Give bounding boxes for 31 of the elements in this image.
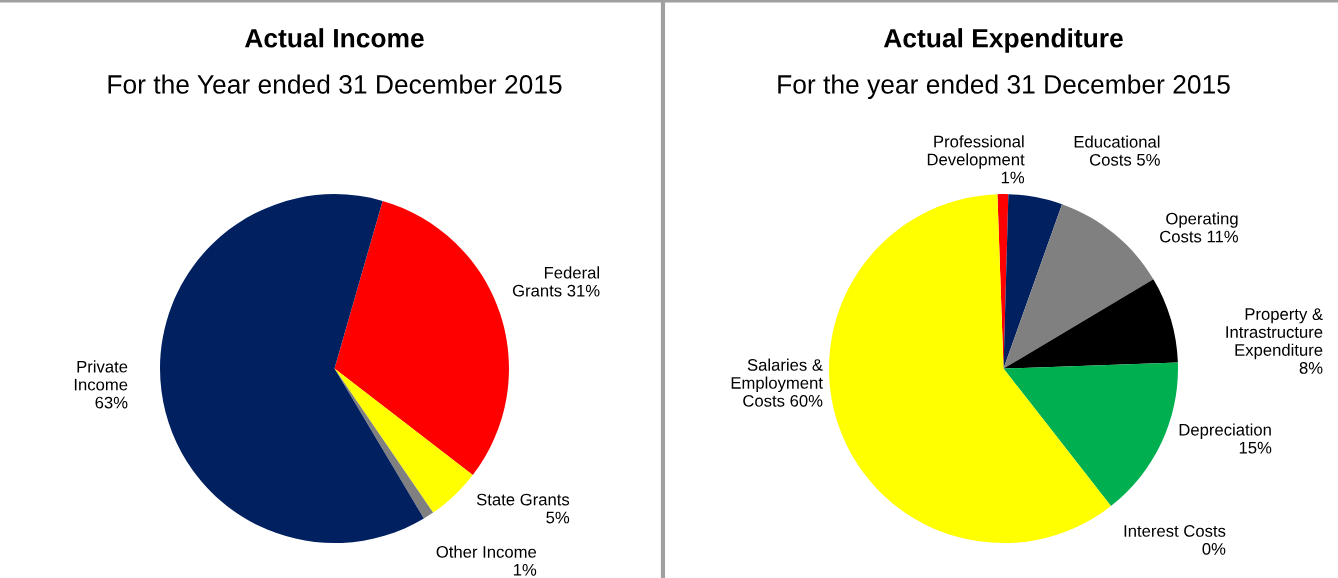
chart-title: Actual Expenditure	[883, 28, 1123, 53]
slice-label: State Grants	[476, 493, 570, 506]
slice-label: Property & Intrastructure Expenditure	[1226, 308, 1323, 360]
pie-slice	[997, 194, 1009, 369]
slice-label: Operating Costs 11%	[1160, 212, 1239, 243]
data-label: 1%	[1001, 171, 1025, 184]
slice-label: Federal Grants 31%	[512, 266, 600, 297]
data-label: 63%	[95, 396, 128, 409]
pie-slice	[1003, 204, 1154, 369]
slice-label: Depreciation	[1179, 423, 1271, 439]
pie-slice	[334, 200, 509, 476]
pie-slice	[829, 194, 1111, 544]
data-label: 1%	[513, 564, 537, 576]
data-label: 15%	[1239, 441, 1272, 454]
data-label: 5%	[546, 511, 570, 524]
category-label: Interest Costs	[1124, 525, 1226, 537]
text: 0%	[1202, 543, 1226, 555]
pie-slice	[1003, 279, 1178, 369]
chart-subtitle: For the year ended 31 December 2015	[778, 74, 1230, 99]
chart-subtitle: For the Year ended 31 December 2015	[108, 74, 562, 94]
chart-title: Actual Income	[244, 28, 424, 48]
slice-label: Other Income	[436, 545, 537, 558]
pie-slice	[160, 194, 424, 544]
slice-label: Professional Development	[927, 135, 1025, 169]
pie-slice	[334, 368, 473, 513]
pie-slice	[1003, 194, 1063, 369]
slice-label: Educational Costs 5%	[1074, 135, 1160, 166]
pie-slice	[1003, 362, 1178, 507]
data-label: 8%	[1299, 362, 1323, 374]
slice-label: Private Income	[74, 360, 128, 391]
slice-label: Salaries & Employment Costs 60%	[731, 358, 823, 407]
